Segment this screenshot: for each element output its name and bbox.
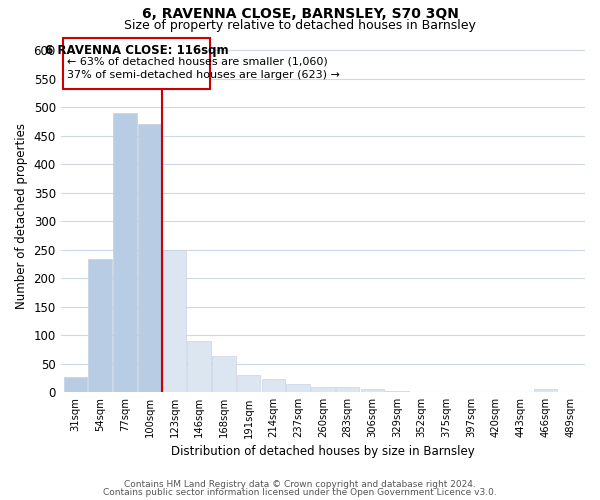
Text: ← 63% of detached houses are smaller (1,060): ← 63% of detached houses are smaller (1,… (67, 57, 328, 67)
Bar (336, 386, 359, 392)
Bar (237, 374, 260, 392)
Bar (311, 386, 335, 392)
Bar (138, 124, 161, 392)
Bar (88, 259, 112, 392)
Bar (262, 379, 285, 392)
Bar (212, 356, 236, 392)
Y-axis label: Number of detached properties: Number of detached properties (15, 122, 28, 308)
Text: Contains public sector information licensed under the Open Government Licence v3: Contains public sector information licen… (103, 488, 497, 497)
Bar (385, 391, 409, 392)
Bar (533, 390, 557, 392)
Bar (163, 250, 186, 392)
Text: 6, RAVENNA CLOSE, BARNSLEY, S70 3QN: 6, RAVENNA CLOSE, BARNSLEY, S70 3QN (142, 8, 458, 22)
Bar (63, 38, 210, 89)
Text: 6 RAVENNA CLOSE: 116sqm: 6 RAVENNA CLOSE: 116sqm (45, 44, 229, 58)
Bar (64, 378, 87, 392)
Bar (361, 390, 384, 392)
Text: 37% of semi-detached houses are larger (623) →: 37% of semi-detached houses are larger (… (67, 70, 340, 80)
Bar (187, 341, 211, 392)
Bar (286, 384, 310, 392)
Text: Size of property relative to detached houses in Barnsley: Size of property relative to detached ho… (124, 19, 476, 32)
Text: Contains HM Land Registry data © Crown copyright and database right 2024.: Contains HM Land Registry data © Crown c… (124, 480, 476, 489)
Bar (113, 113, 137, 392)
X-axis label: Distribution of detached houses by size in Barnsley: Distribution of detached houses by size … (171, 444, 475, 458)
